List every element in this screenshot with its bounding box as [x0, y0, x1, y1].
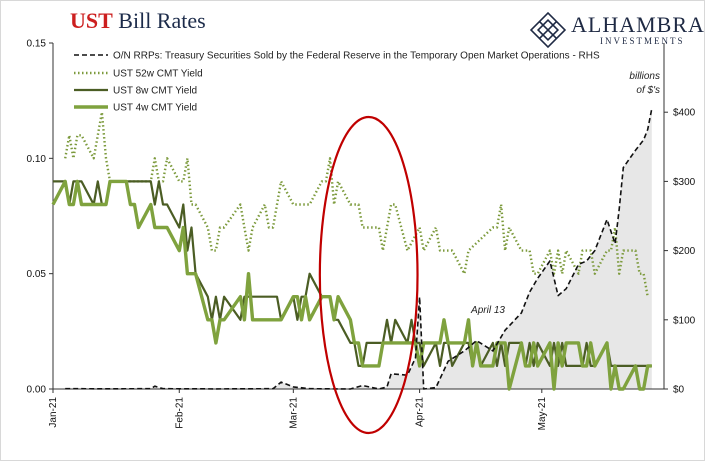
left-tick-label: 0.10: [27, 154, 47, 165]
axes-layer: [49, 42, 668, 393]
series-line-3: [51, 179, 652, 391]
right-tick-label: $100: [673, 315, 696, 326]
annotation-april-13: April 13: [470, 305, 505, 316]
left-tick-label: 0.15: [27, 39, 47, 50]
logo-name: ALHAMBRA: [571, 12, 705, 37]
x-tick-label: Apr-21: [415, 397, 426, 427]
series-line-1: [64, 111, 649, 297]
legend-label-2: UST 8w CMT Yield: [113, 86, 197, 97]
legend-label-0: O/N RRPs: Treasury Securities Sold by th…: [113, 51, 600, 62]
x-tick-label: Mar-21: [288, 397, 299, 429]
logo-subtitle: INVESTMENTS: [600, 36, 685, 46]
title-ust: UST: [70, 8, 113, 33]
right-tick-label: $200: [673, 246, 696, 257]
highlight-ellipse: [318, 115, 419, 435]
right-tick-label: $400: [673, 108, 696, 119]
highlight-layer: [318, 115, 419, 435]
labels-layer: 0.00 0.05 0.10 0.15 $0 $100 $200 $300 $400 Jan-21…: [27, 39, 696, 431]
alhambra-logo-icon: [529, 11, 567, 49]
series-line-0: [65, 108, 653, 390]
legend-label-1: UST 52w CMT Yield: [113, 69, 203, 80]
left-tick-label: 0.00: [27, 385, 47, 396]
chart-title: UST Bill Rates: [70, 8, 206, 34]
x-tick-label: May-21: [537, 397, 548, 431]
right-tick-label: $0: [673, 385, 685, 396]
right-axis-unit-line2: of $'s: [636, 85, 660, 96]
right-tick-label: $300: [673, 177, 696, 188]
left-tick-label: 0.05: [27, 269, 47, 280]
legend-label-3: UST 4w CMT Yield: [113, 103, 197, 114]
x-tick-label: Feb-21: [174, 397, 185, 429]
series-layer: [51, 108, 653, 391]
right-axis-unit-line1: billions: [629, 71, 660, 82]
x-tick-label: Jan-21: [48, 397, 59, 428]
title-rest: Bill Rates: [112, 8, 206, 33]
legend-layer: O/N RRPs: Treasury Securities Sold by th…: [74, 51, 600, 114]
